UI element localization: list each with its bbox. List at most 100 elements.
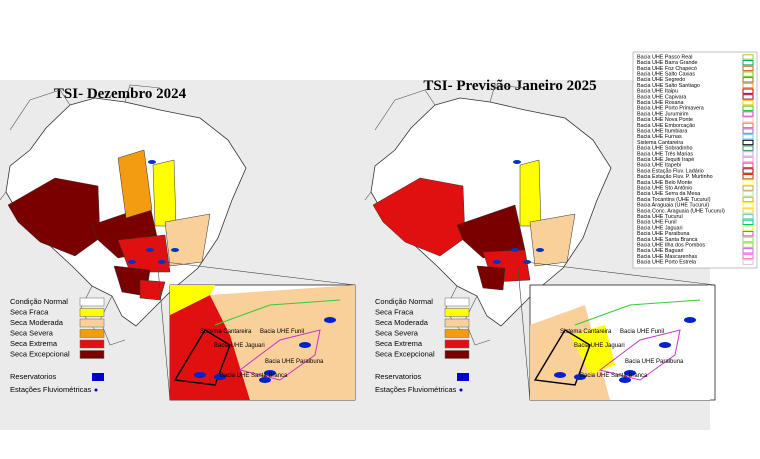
basin-legend-label: Bacia UHE Três Marias (637, 151, 693, 157)
basin-legend-label: Bacia UHE Jaguari (637, 225, 683, 231)
basin-legend-swatch (742, 191, 754, 197)
inset-region (170, 295, 250, 400)
inset-label: Bacia UHE Jaguari (214, 343, 265, 349)
basin-legend-label: Bacia UHE Jequiti Irapé (637, 157, 694, 163)
border-line (9, 89, 71, 131)
basin-legend-swatch (742, 225, 754, 231)
border-line (99, 295, 126, 346)
basin-legend-box (632, 51, 758, 269)
reservoir (148, 160, 156, 164)
basin-legend-swatch (742, 242, 754, 248)
drought-region (476, 265, 506, 291)
border-line (364, 191, 372, 201)
basin-legend-swatch (742, 208, 754, 214)
basin-legend-swatch (742, 259, 754, 265)
basin-legend-label: Bacia UHE Ilha dos Pombos (637, 243, 705, 249)
basin-legend-swatch (742, 151, 754, 157)
basin-legend-swatch (742, 185, 754, 191)
reservoir (128, 260, 136, 264)
basin-legend-swatch (742, 117, 754, 123)
basin-legend-swatch (742, 111, 754, 117)
drought-region (117, 149, 153, 219)
legend-label: Seca Moderada (10, 318, 64, 327)
legend-label: Estações Fluviométricas (375, 385, 457, 394)
basin-legend-swatch (742, 231, 754, 237)
basin-legend-swatch (742, 134, 754, 140)
basin-legend-swatch (742, 82, 754, 89)
basin-legend-label: Bacia UHE Itapebi (637, 163, 681, 169)
legend-swatch (79, 308, 105, 317)
basin-outline (173, 329, 231, 386)
basin-legend-swatch (742, 88, 754, 94)
legend-swatch (459, 388, 463, 392)
inset-label: Sistema Cantareira (560, 329, 612, 335)
legend-swatch (79, 350, 105, 359)
basin-legend-swatch (742, 174, 754, 180)
inset-region (530, 305, 610, 400)
basin-legend-label: Bacia UHE Paraibuna (637, 231, 689, 237)
basin-legend-swatch (742, 94, 754, 100)
reservoir (259, 377, 271, 383)
reservoir (264, 370, 276, 376)
basin-legend-label: Bacia UHE Itumbiara (637, 129, 687, 135)
basin-outline (214, 299, 341, 326)
basin-legend-swatch (742, 54, 754, 60)
basin-legend-label: Bacia UHE Porto Primavera (637, 106, 704, 112)
basin-legend-swatch (742, 122, 754, 129)
drought-region (7, 177, 101, 257)
legend-label: Seca Fraca (375, 307, 414, 316)
basin-legend-swatch (742, 77, 754, 83)
drought-region (152, 159, 177, 227)
basin-legend-swatch (742, 236, 754, 243)
reservoir (554, 372, 566, 378)
basin-legend-swatch (742, 65, 754, 72)
basin-outline (574, 299, 701, 326)
inset-connector (524, 261, 716, 286)
basin-outline (238, 329, 321, 381)
basin-legend-swatch (742, 168, 754, 174)
basin-legend-label: Bacia UHE Passo Real (637, 54, 692, 60)
basin-legend-label: Bacia UHE Sobradinho (637, 146, 692, 152)
basin-legend-label: Sistema Cantareira (637, 140, 683, 146)
legend-swatch (444, 318, 470, 328)
reservoir (684, 317, 696, 323)
legend-label: Reservatorios (375, 372, 422, 381)
reservoir (513, 160, 521, 164)
border-line (374, 89, 436, 131)
legend-label: Seca Severa (10, 328, 54, 337)
basin-outline (598, 329, 681, 381)
legend-label: Seca Extrema (375, 339, 423, 348)
basin-legend-swatch (742, 105, 754, 111)
basin-legend-label: Bacia UHE Salto Caxias (637, 72, 695, 78)
reservoir (324, 317, 336, 323)
reservoir (574, 374, 586, 380)
basin-legend-swatch (742, 196, 754, 203)
legend-swatch (79, 318, 105, 328)
basin-legend-label: Bacia UHE Rosana (637, 100, 683, 106)
country-outline (370, 97, 612, 327)
reservoir (624, 370, 636, 376)
border-line (124, 84, 161, 103)
basin-legend-swatch (742, 213, 754, 220)
basin-legend-label: Bacia UHE Furnas (637, 134, 682, 140)
reservoir (619, 377, 631, 383)
reservoir (536, 248, 544, 252)
basin-legend-label: Bacia Araguaia (UHE Tucuruí) (637, 203, 709, 209)
legend-swatch (79, 297, 105, 307)
legend-swatch (444, 297, 470, 307)
inset-region (170, 285, 215, 315)
basin-legend-swatch (742, 179, 754, 186)
legend-label: Condição Normal (10, 297, 68, 306)
basin-legend-label: Bacia UHE Barra Grande (637, 60, 698, 66)
reservoir (511, 248, 519, 252)
legend-swatch (94, 388, 98, 392)
basin-legend-swatch (742, 99, 754, 106)
basin-legend-swatch (742, 219, 754, 226)
inset-label: Bacia UHE Santa Branca (580, 373, 648, 379)
legend-swatch (444, 339, 470, 349)
basin-legend-swatch (742, 145, 754, 151)
legend-label: Seca Moderada (375, 318, 429, 327)
basin-legend-label: Bacia UHE Serra da Mesa (637, 191, 700, 197)
basin-legend-label: Bacia UHE Salto Santiago (637, 83, 700, 89)
basin-legend-swatch (742, 60, 754, 66)
